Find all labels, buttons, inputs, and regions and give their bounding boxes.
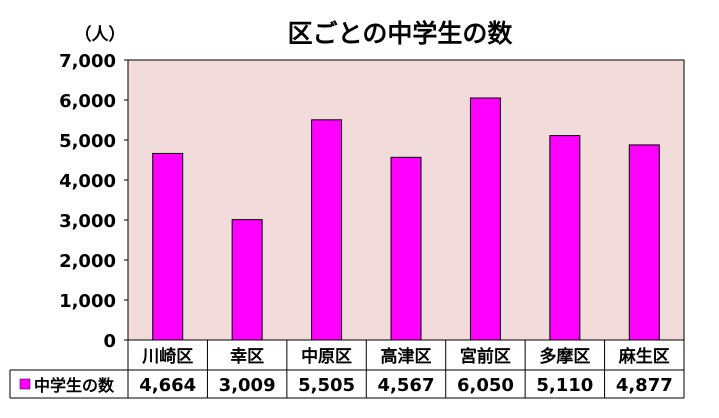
- chart-title: 区ごとの中学生の数: [288, 19, 514, 48]
- data-table-value: 4,664: [139, 375, 196, 396]
- bars: [152, 97, 660, 341]
- data-table-value: 3,009: [219, 375, 276, 396]
- y-tick-label: 0: [103, 331, 116, 352]
- data-table-value: 4,567: [378, 375, 435, 396]
- x-category-label: 幸区: [230, 346, 264, 367]
- x-category-label: 宮前区: [460, 346, 511, 367]
- plot-border: [127, 59, 685, 341]
- bar: [390, 156, 422, 341]
- y-axis-unit-label: （人）: [75, 24, 126, 45]
- legend-swatch: [19, 378, 31, 390]
- y-tick-label: 1,000: [59, 291, 116, 312]
- x-category-label: 中原区: [301, 346, 352, 367]
- bar: [549, 135, 581, 341]
- x-category-label: 川崎区: [141, 346, 193, 367]
- data-table-value: 5,110: [536, 375, 593, 396]
- bar: [231, 219, 263, 341]
- bar: [628, 144, 660, 341]
- data-table-value: 6,050: [457, 375, 514, 396]
- y-tick-label: 5,000: [59, 131, 116, 152]
- x-category-label: 麻生区: [618, 346, 670, 367]
- bar: [152, 152, 184, 341]
- data-table-value: 5,505: [298, 375, 355, 396]
- y-tick-label: 2,000: [59, 251, 116, 272]
- bar: [469, 97, 501, 341]
- y-tick-label: 6,000: [59, 91, 116, 112]
- y-tick-label: 7,000: [59, 51, 116, 72]
- x-category-label: 多摩区: [539, 346, 590, 367]
- y-axis-ticks: 0 1,000 2,000 3,000 4,000 5,000 6,000 7,000: [59, 51, 128, 352]
- legend-series-name: 中学生の数: [34, 376, 115, 395]
- y-tick-label: 4,000: [59, 171, 116, 192]
- bar: [311, 119, 343, 341]
- data-table-value: 4,877: [616, 375, 673, 396]
- y-tick-label: 3,000: [59, 211, 116, 232]
- x-category-label: 高津区: [381, 346, 432, 367]
